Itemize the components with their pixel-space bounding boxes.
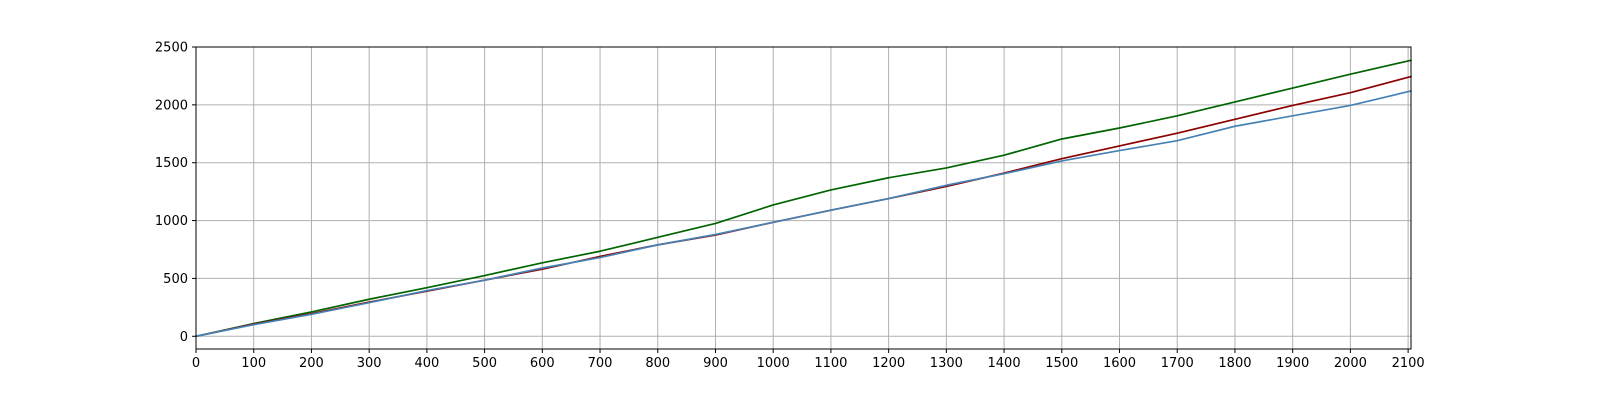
y-axis: 0 500 1000 1500 2000 2500 — [155, 41, 196, 345]
x-tick-label: 2000 — [1334, 356, 1367, 371]
x-tick-label: 1900 — [1276, 356, 1309, 371]
x-tick-label: 2100 — [1392, 356, 1425, 371]
y-tick-label: 0 — [180, 330, 188, 345]
y-tick-label: 1500 — [155, 156, 188, 171]
plot-frame — [195, 46, 1412, 350]
x-tick-label: 500 — [472, 356, 497, 371]
x-tick-label: 1500 — [1045, 356, 1078, 371]
series-line-1 — [195, 59, 1412, 338]
x-tick-label: 1200 — [872, 356, 905, 371]
series-line-3 — [195, 90, 1412, 338]
grid — [195, 46, 1411, 349]
x-tick-label: 1100 — [814, 356, 847, 371]
y-tick-label: 2000 — [155, 98, 188, 113]
x-tick-label: 1300 — [930, 356, 963, 371]
x-tick-label: 0 — [192, 356, 200, 371]
x-tick-label: 200 — [299, 356, 324, 371]
x-tick-label: 1000 — [757, 356, 790, 371]
x-tick-label: 300 — [357, 356, 382, 371]
x-tick-label: 1800 — [1218, 356, 1251, 371]
x-tick-label: 100 — [241, 356, 266, 371]
x-tick-label: 1600 — [1103, 356, 1136, 371]
x-axis: 0 100 200 300 400 500 600 700 800 900 1000 1100 1200… — [192, 349, 1425, 371]
x-tick-label: 800 — [645, 356, 670, 371]
series-lines — [195, 59, 1412, 338]
y-tick-label: 1000 — [155, 214, 188, 229]
y-tick-label: 2500 — [155, 41, 188, 56]
y-tick-label: 500 — [163, 272, 188, 287]
x-tick-label: 900 — [703, 356, 728, 371]
x-tick-label: 600 — [530, 356, 555, 371]
x-tick-label: 400 — [414, 356, 439, 371]
x-tick-label: 700 — [588, 356, 613, 371]
x-tick-label: 1700 — [1161, 356, 1194, 371]
x-tick-label: 1400 — [988, 356, 1021, 371]
